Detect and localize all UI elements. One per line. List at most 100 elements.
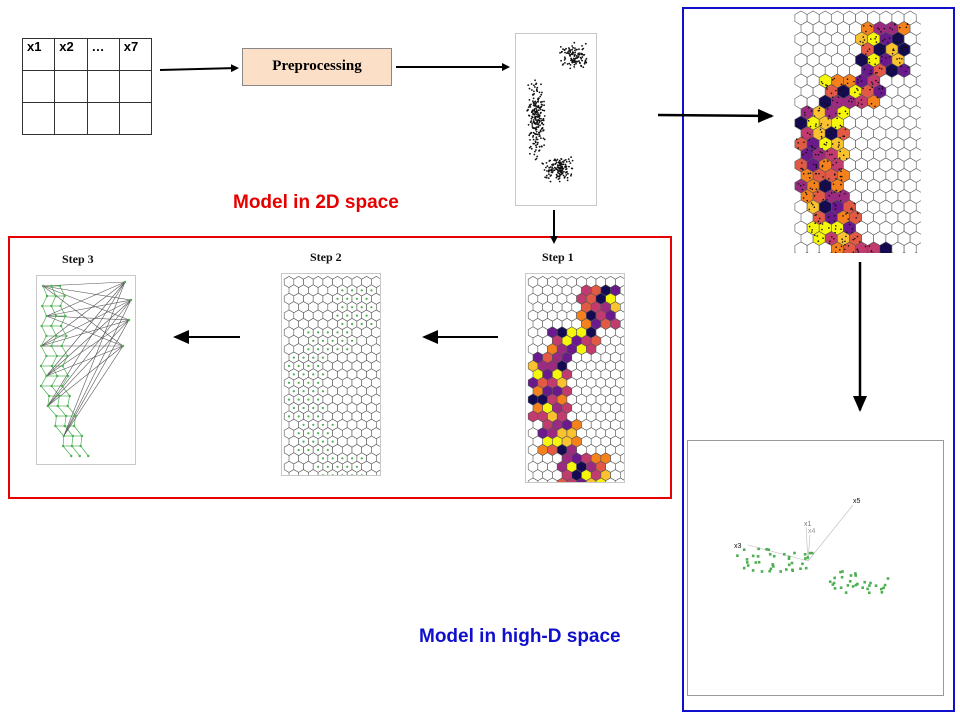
embedding-point xyxy=(534,122,536,125)
projected-point xyxy=(787,555,791,559)
mesh-vertex xyxy=(54,314,58,318)
data-point xyxy=(857,102,860,104)
data-point xyxy=(868,48,871,51)
projected-point xyxy=(756,555,760,558)
projected-point xyxy=(804,566,808,570)
data-point xyxy=(870,72,873,75)
data-point xyxy=(832,183,835,185)
embedding-point xyxy=(536,86,539,89)
embedding-point xyxy=(542,119,545,122)
data-point xyxy=(866,50,869,53)
data-point xyxy=(822,237,824,239)
data-point xyxy=(803,141,805,144)
embedding-point xyxy=(556,158,559,161)
embedding-point xyxy=(540,137,542,139)
data-point xyxy=(802,197,805,199)
embedding-point xyxy=(563,159,566,162)
hexagon-centroid xyxy=(341,457,344,460)
data-point xyxy=(856,87,858,90)
data-point xyxy=(855,216,857,219)
data-point xyxy=(811,146,814,148)
data-point xyxy=(838,157,841,159)
long-edge xyxy=(46,281,126,377)
mesh-edge xyxy=(51,295,57,307)
data-point xyxy=(895,33,898,36)
embedding-point xyxy=(572,46,574,49)
embedding-point xyxy=(541,91,543,94)
arrow-table-to-preprocessing xyxy=(159,64,239,73)
data-point xyxy=(826,84,829,87)
axis-label-x5: x5 xyxy=(853,498,861,505)
data-point xyxy=(819,184,822,186)
embedding-point xyxy=(581,53,584,55)
hexagon-centroid xyxy=(336,297,339,300)
data-point xyxy=(899,35,901,37)
model-2d-frame xyxy=(8,236,672,499)
data-point xyxy=(892,48,895,50)
data-point xyxy=(808,225,811,228)
table-header-cell: x7 xyxy=(118,38,153,71)
hexagon-centroid xyxy=(346,314,349,317)
embedding-point xyxy=(572,57,575,60)
hexagon-centroid xyxy=(336,348,339,351)
data-point xyxy=(844,240,846,243)
projection-axis xyxy=(807,504,854,562)
data-point xyxy=(906,23,909,26)
projected-point xyxy=(791,568,794,572)
data-point xyxy=(846,231,848,234)
embedding-point xyxy=(578,60,580,62)
data-point xyxy=(814,234,816,237)
data-point xyxy=(865,53,867,55)
data-point xyxy=(828,221,831,223)
hexagon-centroid xyxy=(302,390,305,393)
data-point xyxy=(864,62,867,65)
data-point xyxy=(862,87,864,90)
data-point xyxy=(852,98,855,100)
arrow-embedding-to-highd xyxy=(657,108,774,123)
embedding-point xyxy=(557,170,560,173)
embedding-point xyxy=(572,59,575,62)
hexagon-centroid xyxy=(316,398,320,401)
mesh-vertex xyxy=(64,314,67,318)
mesh-edge xyxy=(60,305,66,317)
embedding-point xyxy=(540,93,543,96)
data-point xyxy=(822,198,825,201)
projected-point xyxy=(793,551,796,555)
embedding-point xyxy=(545,162,548,164)
projected-point xyxy=(804,557,807,560)
data-point xyxy=(797,125,799,128)
projected-point xyxy=(745,558,749,561)
projected-point xyxy=(806,556,810,559)
embedding-point xyxy=(574,53,576,56)
data-point xyxy=(852,251,855,253)
data-point xyxy=(825,141,828,144)
hexagon-centroid xyxy=(321,339,325,342)
projected-point xyxy=(746,561,749,564)
projected-point xyxy=(751,569,755,572)
data-point xyxy=(830,235,833,238)
embedding-point xyxy=(537,105,540,108)
projected-point xyxy=(883,583,887,587)
data-point xyxy=(811,229,813,231)
data-point xyxy=(820,81,823,83)
data-point xyxy=(795,138,798,141)
embedding-point xyxy=(566,170,568,173)
mesh-edge xyxy=(40,335,47,347)
projected-point xyxy=(811,551,814,555)
mesh-edge xyxy=(60,315,66,327)
data-point xyxy=(875,57,877,60)
data-point xyxy=(838,144,840,146)
projected-point xyxy=(760,570,764,573)
hexagon-centroid xyxy=(341,322,344,326)
projection-axis xyxy=(805,526,809,562)
data-point xyxy=(863,25,865,27)
embedding-point xyxy=(537,112,539,114)
data-point xyxy=(865,30,867,33)
data-point xyxy=(874,37,876,40)
data-point xyxy=(825,144,827,146)
data-point xyxy=(883,38,886,40)
mesh-vertex xyxy=(39,384,43,388)
data-point xyxy=(841,241,844,243)
hexagon-centroid xyxy=(312,406,315,410)
embedding-point xyxy=(530,103,532,106)
